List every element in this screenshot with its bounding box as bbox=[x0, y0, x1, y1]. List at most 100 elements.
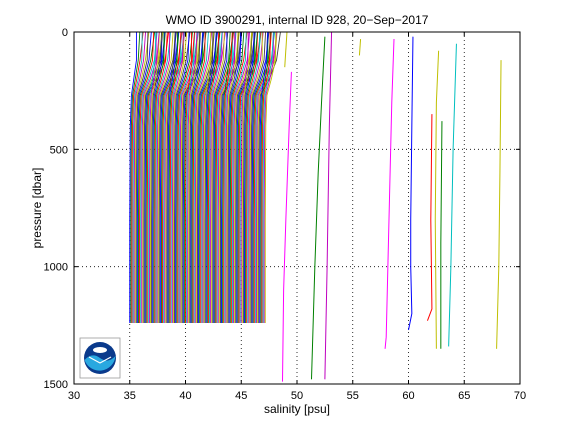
cluster-profile-line bbox=[204, 31, 214, 323]
cluster-profile-line bbox=[234, 31, 254, 323]
profile-line bbox=[384, 39, 395, 349]
cluster-profile-line bbox=[134, 31, 150, 323]
cluster-profile-line bbox=[159, 31, 176, 323]
cluster-profile-line bbox=[148, 31, 160, 323]
cluster-profile-line bbox=[200, 31, 221, 323]
cluster-profile-line bbox=[233, 31, 251, 323]
cluster-profile-line bbox=[168, 31, 179, 323]
profile-line bbox=[311, 36, 326, 380]
cluster-profile-line bbox=[240, 31, 249, 323]
x-tick-label: 45 bbox=[235, 390, 247, 402]
cluster-profile-line bbox=[133, 31, 146, 323]
cluster-profile-line bbox=[201, 32, 220, 323]
cluster-profile-line bbox=[212, 31, 229, 323]
cluster-profile-line bbox=[156, 31, 171, 323]
profile-line bbox=[426, 114, 433, 321]
cluster-profile-line bbox=[230, 31, 248, 323]
cluster-profile-line bbox=[144, 31, 163, 323]
cluster-profile-line bbox=[217, 31, 237, 323]
cluster-profile-line bbox=[191, 31, 207, 323]
x-tick-label: 50 bbox=[291, 390, 303, 402]
cluster-profile-line bbox=[211, 31, 225, 323]
y-axis-label: pressure [dbar] bbox=[30, 168, 44, 249]
cluster-profile-line bbox=[170, 31, 185, 323]
cluster-profile-line bbox=[202, 31, 223, 323]
cluster-profile-line bbox=[190, 31, 204, 323]
cluster-profile-line bbox=[251, 31, 270, 323]
cluster-profile-line bbox=[232, 31, 247, 323]
cluster-profile-line bbox=[197, 31, 215, 323]
cluster-profile-line bbox=[167, 31, 179, 323]
cluster-profile-line bbox=[158, 31, 177, 323]
x-tick-label: 40 bbox=[179, 390, 191, 402]
x-tick-label: 30 bbox=[68, 390, 80, 402]
profile-line bbox=[282, 71, 292, 382]
profile-line bbox=[434, 50, 440, 349]
cluster-profile-line bbox=[142, 31, 160, 323]
cluster-profile-line bbox=[222, 31, 234, 323]
cluster-profile-line bbox=[140, 31, 158, 323]
cluster-profile-line bbox=[182, 31, 205, 323]
y-tick-label: 1500 bbox=[44, 379, 68, 391]
cluster-profile-line bbox=[198, 31, 218, 323]
cluster-profile-line bbox=[227, 31, 242, 323]
cluster-profile-line bbox=[195, 31, 212, 323]
cluster-profile-line bbox=[179, 31, 199, 323]
cluster-profile-line bbox=[130, 31, 141, 323]
cluster-profile-line bbox=[145, 31, 166, 323]
profile-line bbox=[324, 31, 333, 380]
cluster-profile-line bbox=[199, 31, 218, 323]
profile-line bbox=[496, 60, 502, 349]
cluster-profile-line bbox=[253, 31, 272, 323]
profile-line bbox=[358, 39, 362, 56]
cluster-profile-line bbox=[215, 31, 234, 323]
cluster-profile-line bbox=[218, 31, 240, 323]
cluster-profile-line bbox=[235, 31, 253, 323]
cluster-profile-line bbox=[181, 31, 202, 323]
cluster-profile-line bbox=[135, 31, 149, 323]
cluster-profile-line bbox=[224, 31, 237, 323]
cluster-profile-line bbox=[256, 31, 275, 323]
cluster-profile-line bbox=[219, 31, 239, 323]
cluster-profile-line bbox=[252, 31, 269, 323]
cluster-profile-line bbox=[244, 31, 255, 323]
cluster-profile-line bbox=[155, 31, 172, 323]
cluster-profile-line bbox=[186, 31, 199, 323]
x-tick-label: 55 bbox=[347, 390, 359, 402]
cluster-profile-line bbox=[236, 31, 256, 323]
cluster-profile-line bbox=[225, 32, 236, 323]
y-tick-label: 500 bbox=[50, 144, 68, 156]
cluster-profile-line bbox=[187, 31, 198, 323]
cluster-profile-line bbox=[247, 31, 261, 323]
cluster-profile-line bbox=[157, 31, 174, 323]
cluster-profile-line bbox=[262, 31, 274, 323]
cluster-profile-line bbox=[254, 31, 276, 323]
cluster-profile-line bbox=[173, 31, 188, 323]
cluster-profile-line bbox=[189, 32, 200, 323]
cluster-profile-line bbox=[250, 31, 267, 323]
series-layer bbox=[129, 31, 502, 382]
cluster-profile-line bbox=[132, 31, 143, 323]
cluster-profile-line bbox=[264, 31, 277, 323]
cluster-profile-line bbox=[206, 31, 221, 323]
cluster-profile-line bbox=[188, 31, 201, 323]
cluster-profile-line bbox=[131, 31, 144, 323]
cluster-profile-line bbox=[176, 31, 193, 323]
cluster-profile-line bbox=[258, 31, 281, 323]
cluster-profile-line bbox=[249, 32, 263, 323]
cluster-profile-line bbox=[239, 31, 262, 323]
cluster-profile-line bbox=[171, 31, 184, 323]
cluster-profile-line bbox=[205, 31, 217, 323]
noaa-logo bbox=[79, 337, 121, 379]
cluster-profile-line bbox=[178, 31, 196, 323]
cluster-profile-line bbox=[259, 31, 269, 323]
cluster-profile-line bbox=[163, 31, 182, 323]
cluster-profile-line bbox=[162, 31, 183, 323]
cluster-profile-line bbox=[248, 31, 264, 323]
x-tick-labels: 30 35 40 45 50 55 60 65 70 bbox=[68, 390, 526, 402]
x-tick-label: 65 bbox=[458, 390, 470, 402]
cluster-profile-line bbox=[141, 32, 157, 323]
cluster-profile-line bbox=[193, 31, 209, 323]
